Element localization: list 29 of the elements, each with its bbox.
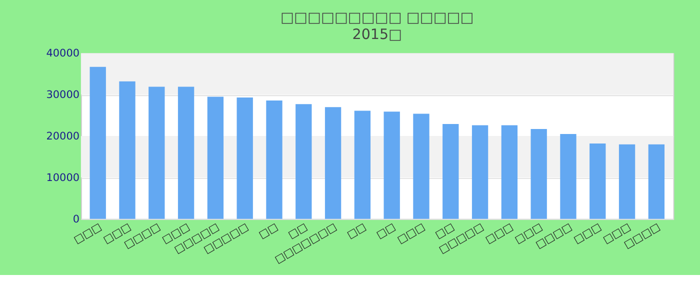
bar (472, 125, 488, 219)
y-tick-label: 30000 (46, 88, 80, 101)
bar (590, 144, 606, 219)
bar (296, 104, 312, 219)
bar (178, 86, 194, 219)
y-tick-label: 0 (72, 213, 80, 226)
bar (530, 129, 547, 219)
chart-subtitle: 2015□ (352, 26, 402, 43)
bar (618, 144, 636, 219)
bar (560, 134, 576, 219)
bar (236, 98, 253, 219)
bar (207, 96, 224, 219)
x-tick-label: □□ (374, 220, 398, 242)
bar (266, 100, 282, 219)
x-tick-label: □□ (345, 220, 368, 242)
bar (442, 124, 459, 219)
bar (90, 66, 106, 219)
y-tick-label: 40000 (46, 48, 80, 60)
bar (384, 112, 400, 219)
bar (324, 107, 342, 219)
bar (413, 114, 430, 219)
bar (354, 110, 371, 219)
bar (648, 144, 665, 219)
y-tick-label: 20000 (46, 130, 80, 142)
chart-title: □□□□□□□□□ □□□□□ (280, 10, 474, 26)
bar (148, 86, 165, 219)
bar (501, 125, 518, 219)
bar (119, 81, 136, 219)
y-tick-label: 10000 (46, 172, 80, 184)
